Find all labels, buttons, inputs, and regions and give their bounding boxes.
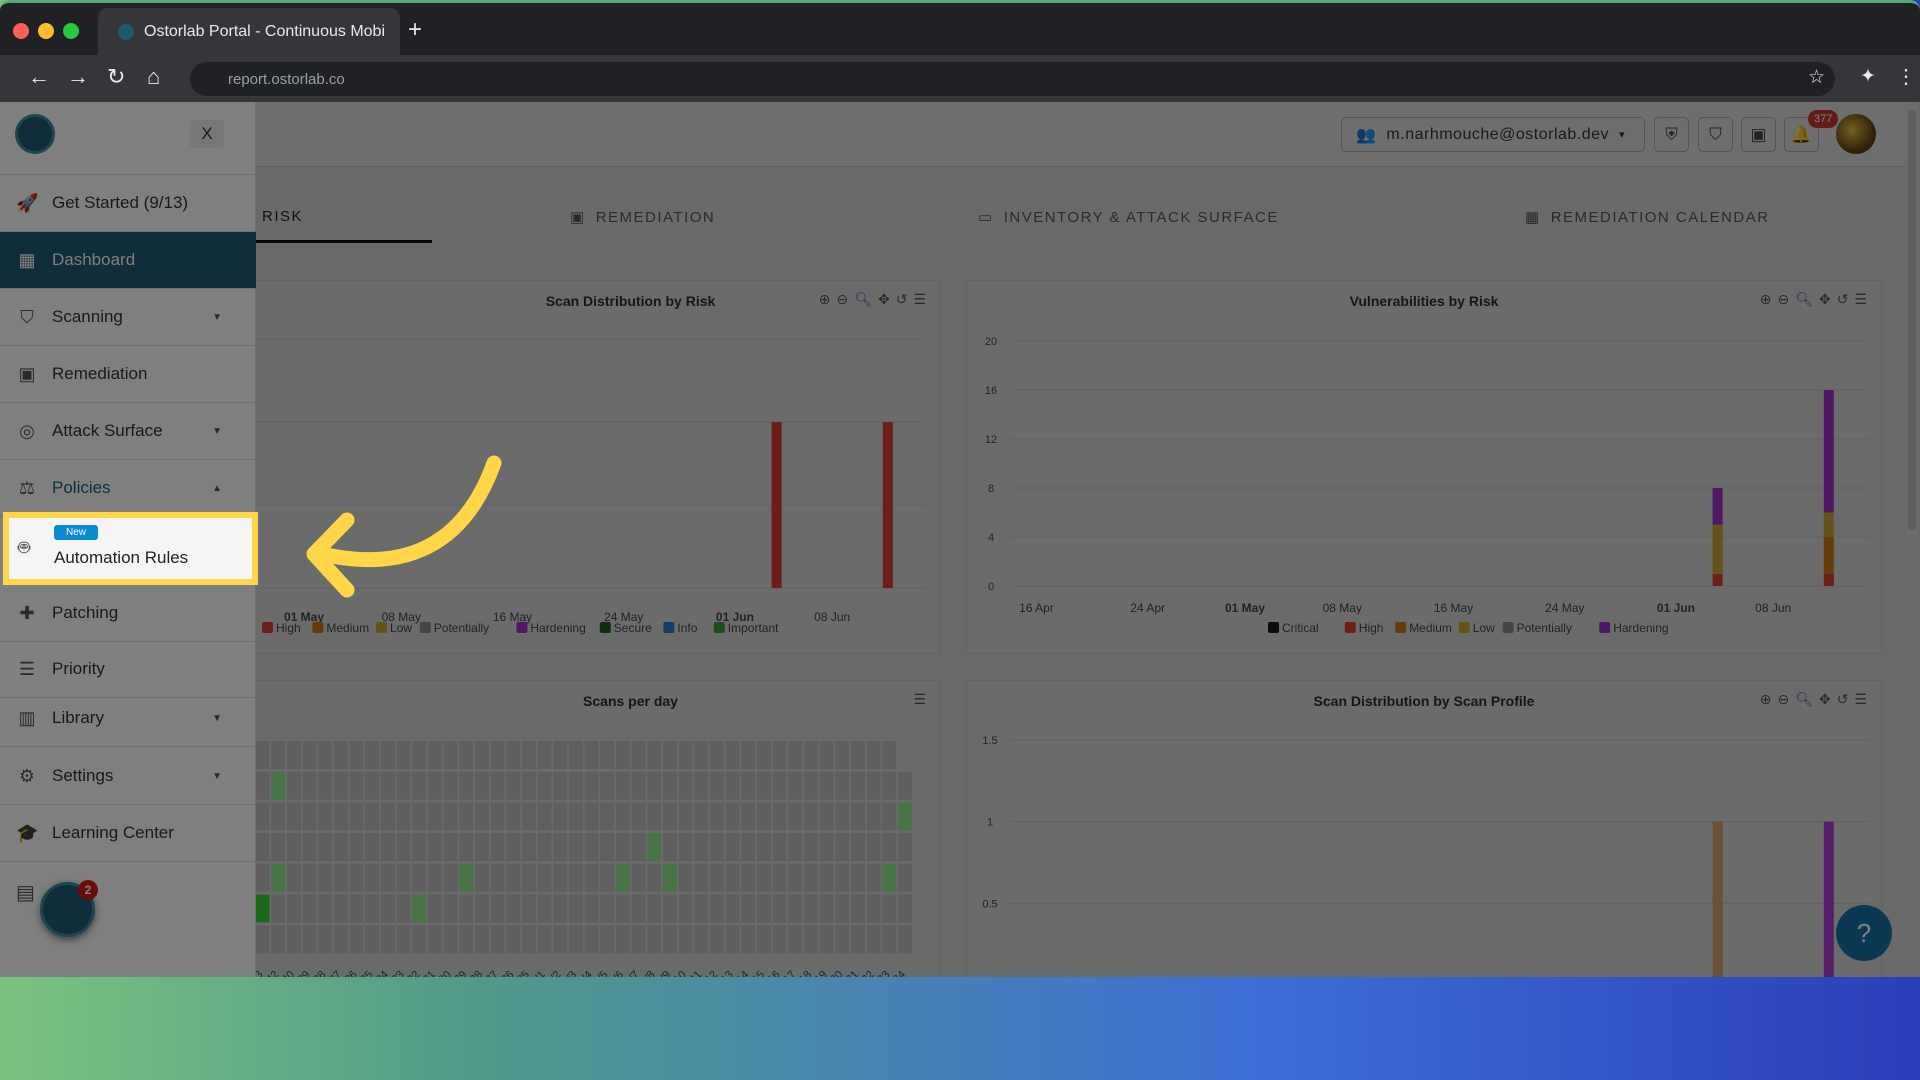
new-badge: New <box>54 525 99 540</box>
new-tab-button[interactable]: + <box>408 16 423 43</box>
url-text: report.ostorlab.co <box>228 70 345 88</box>
back-icon[interactable]: ← <box>28 64 50 89</box>
browser-menu-icon[interactable]: ⋮ <box>1896 66 1916 88</box>
close-window-button[interactable] <box>13 23 29 39</box>
extensions-icon[interactable]: ✦ <box>1860 66 1876 87</box>
favicon-icon <box>118 23 134 40</box>
dim-overlay <box>0 102 1920 977</box>
bookmark-star-icon[interactable]: ☆ <box>1808 67 1826 88</box>
robot-icon: 🤖︎ <box>18 537 30 559</box>
browser-tab[interactable]: Ostorlab Portal - Continuous Mobi <box>98 8 400 55</box>
home-icon[interactable]: ⌂ <box>147 64 161 89</box>
forward-icon[interactable]: → <box>67 64 89 89</box>
address-bar[interactable]: report.ostorlab.co <box>190 62 1835 96</box>
sidebar-item-label: Automation Rules <box>54 548 189 567</box>
tab-title: Ostorlab Portal - Continuous Mobi <box>144 22 385 40</box>
minimize-window-button[interactable] <box>38 23 54 39</box>
reload-icon[interactable]: ↻ <box>107 64 126 89</box>
sidebar-item-automation-rules[interactable]: 🤖︎ New Automation Rules <box>3 512 258 585</box>
maximize-window-button[interactable] <box>63 23 79 39</box>
